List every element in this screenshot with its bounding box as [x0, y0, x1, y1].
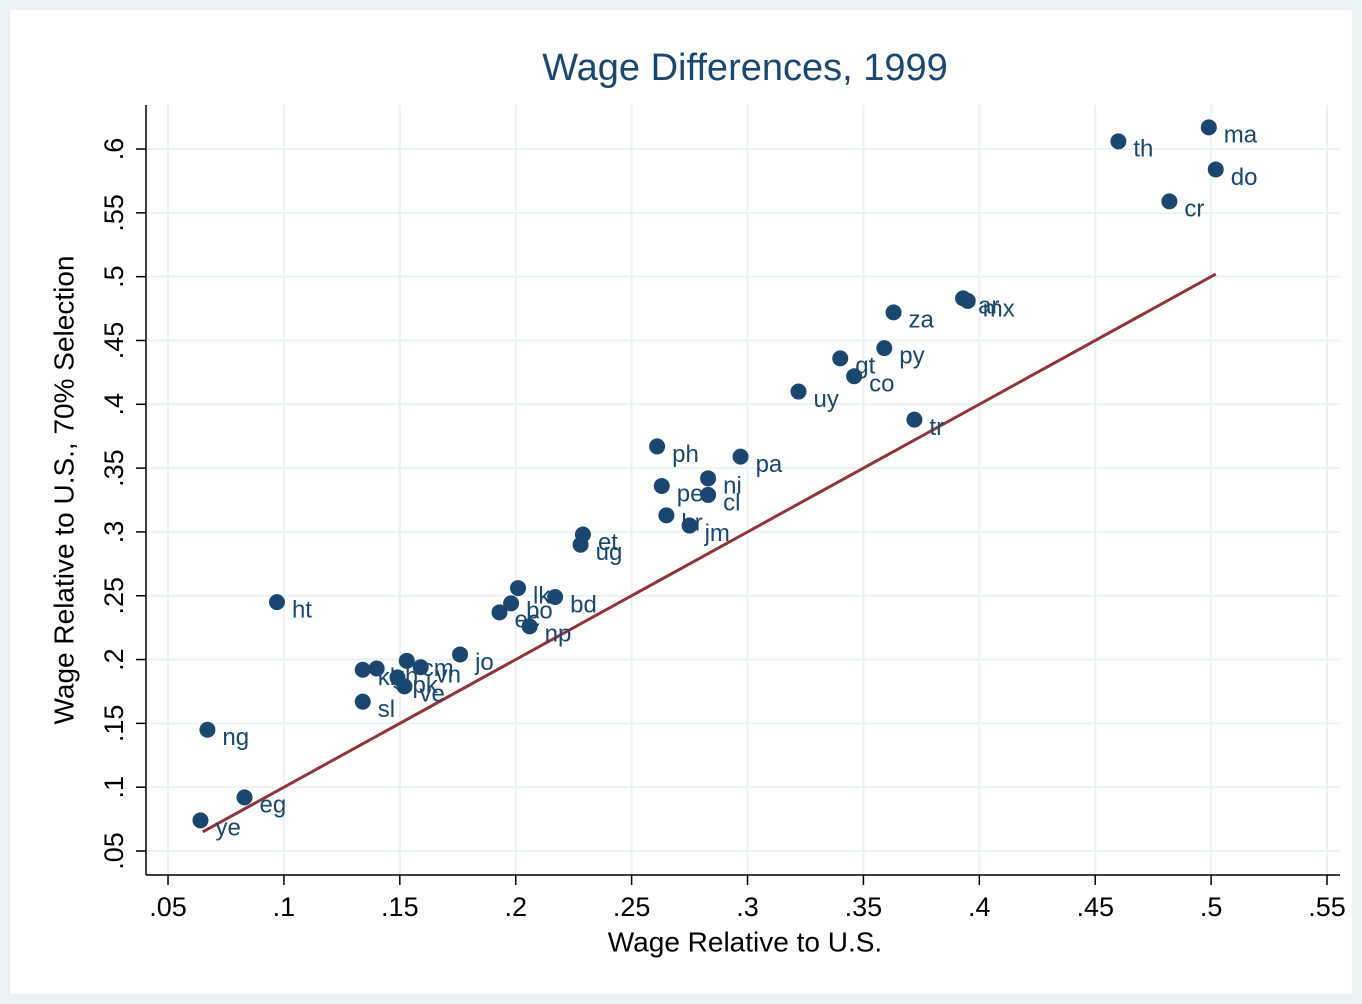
point-label: pa — [756, 451, 783, 478]
point-label: ye — [215, 815, 240, 842]
y-tick-label: .5 — [99, 265, 129, 288]
point-label: uy — [814, 386, 839, 413]
y-tick-label: .2 — [99, 648, 129, 671]
point — [354, 661, 371, 678]
point-label: et — [598, 529, 618, 556]
point-label: np — [545, 621, 572, 648]
y-tick-label: .4 — [99, 393, 129, 416]
point-label: pk — [413, 672, 439, 699]
point — [653, 477, 670, 494]
point — [681, 517, 698, 534]
point — [1207, 161, 1224, 178]
x-tick-label: .45 — [1076, 892, 1114, 922]
point — [354, 693, 371, 710]
x-tick-label: .55 — [1308, 892, 1346, 922]
point-label: jo — [474, 649, 494, 676]
point — [503, 595, 520, 612]
point-label: th — [1133, 136, 1153, 163]
point — [700, 486, 717, 503]
x-tick-label: .35 — [845, 892, 883, 922]
point-label: py — [899, 342, 924, 369]
y-axis-label: Wage Relative to U.S., 70% Selection — [48, 256, 79, 725]
point — [452, 646, 469, 663]
point-label: lk — [533, 582, 551, 609]
x-tick-label: .3 — [736, 892, 759, 922]
x-tick-label: .2 — [504, 892, 527, 922]
point — [236, 789, 253, 806]
point — [1161, 193, 1178, 210]
point — [412, 659, 429, 676]
point-label: co — [869, 371, 894, 398]
point — [700, 470, 717, 487]
point — [368, 660, 385, 677]
point — [846, 368, 863, 385]
x-tick-label: .25 — [613, 892, 651, 922]
y-tick-label: .45 — [99, 322, 129, 360]
y-tick-label: .35 — [99, 449, 129, 487]
point — [398, 652, 415, 669]
point-label: ng — [222, 724, 249, 751]
point — [876, 340, 893, 357]
y-tick-label: .05 — [99, 832, 129, 870]
point — [547, 589, 564, 606]
point — [790, 383, 807, 400]
point — [491, 604, 508, 621]
graph-region — [10, 10, 1352, 994]
point-label: tr — [929, 414, 944, 441]
point — [906, 411, 923, 428]
point-label: ni — [723, 473, 742, 500]
point — [521, 618, 538, 635]
point — [649, 438, 666, 455]
point — [192, 812, 209, 829]
point — [268, 594, 285, 611]
point-label: ht — [292, 596, 312, 623]
point-label: sl — [378, 696, 395, 723]
x-tick-label: .5 — [1200, 892, 1223, 922]
y-tick-label: .6 — [99, 138, 129, 161]
point — [572, 536, 589, 553]
point-label: do — [1231, 164, 1258, 191]
point-label: ar — [978, 293, 999, 320]
point-label: cr — [1184, 196, 1204, 223]
point-label: jm — [704, 520, 730, 547]
y-tick-label: .3 — [99, 521, 129, 544]
point-label: ma — [1224, 122, 1258, 149]
point-label: ph — [672, 441, 699, 468]
point — [510, 580, 527, 597]
point-label: bd — [570, 591, 597, 618]
point-label: cl — [723, 489, 740, 516]
point — [832, 350, 849, 367]
point-label: eg — [260, 792, 287, 819]
x-tick-label: .15 — [381, 892, 419, 922]
point — [396, 678, 413, 695]
point-label: mx — [983, 295, 1015, 322]
x-axis-label: Wage Relative to U.S. — [608, 926, 882, 957]
point-label: pe — [677, 480, 704, 507]
point-label: ug — [596, 539, 623, 566]
fit-line — [202, 272, 1217, 834]
y-tick-label: .25 — [99, 577, 129, 615]
point-label: za — [909, 307, 935, 334]
x-tick-label: .1 — [273, 892, 296, 922]
point — [1110, 133, 1127, 150]
x-tick-label: .4 — [968, 892, 991, 922]
y-tick-label: .15 — [99, 705, 129, 743]
point-label: ve — [419, 681, 444, 708]
y-tick-label: .1 — [99, 776, 129, 799]
point — [732, 448, 749, 465]
chart-title: Wage Differences, 1999 — [542, 47, 948, 89]
point — [658, 507, 675, 524]
y-tick-label: .55 — [99, 194, 129, 232]
point — [885, 304, 902, 321]
x-tick-label: .05 — [149, 892, 187, 922]
point — [199, 721, 216, 738]
point — [1200, 119, 1217, 136]
point-label: vn — [436, 662, 461, 689]
point — [959, 292, 976, 309]
